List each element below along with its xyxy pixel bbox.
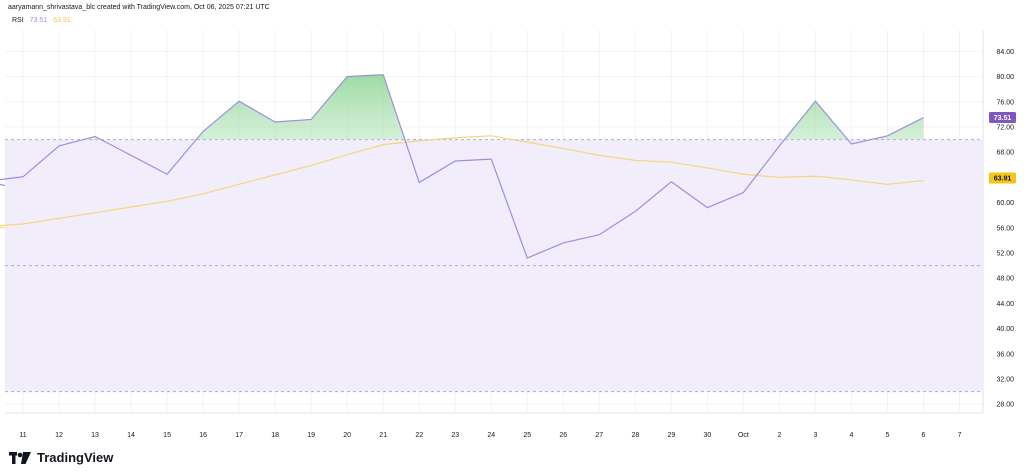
tradingview-logo-icon xyxy=(9,451,31,464)
x-tick-label: Oct xyxy=(738,432,749,439)
rsi-legend-value: 73.51 xyxy=(29,17,48,24)
x-tick-label: 3 xyxy=(813,432,817,439)
rsi-last-value-badge xyxy=(989,111,1016,123)
x-tick-label: 13 xyxy=(91,432,99,439)
x-tick-label: 23 xyxy=(451,432,459,439)
indicator-legend[interactable]: RSI 73.51 63.91 xyxy=(12,17,71,24)
x-tick-label: 29 xyxy=(667,432,675,439)
overbought-fill xyxy=(83,74,924,140)
y-tick-label: 52.00 xyxy=(996,250,1014,257)
y-tick-label: 76.00 xyxy=(996,99,1014,106)
chart-credit: aaryamann_shrivastava_blc created with T… xyxy=(8,4,270,11)
y-tick-label: 40.00 xyxy=(996,326,1014,333)
x-tick-label: 14 xyxy=(127,432,135,439)
ma-last-value-badge xyxy=(989,172,1016,184)
ma-last-value-badge-text: 63.91 xyxy=(994,175,1012,182)
y-tick-label: 56.00 xyxy=(996,225,1014,232)
x-tick-label: 19 xyxy=(307,432,315,439)
x-tick-label: 20 xyxy=(343,432,351,439)
y-tick-label: 84.00 xyxy=(996,49,1014,56)
x-tick-label: 21 xyxy=(379,432,387,439)
x-tick-label: 30 xyxy=(703,432,711,439)
x-tick-label: 12 xyxy=(55,432,63,439)
ma-line xyxy=(0,135,924,229)
y-tick-label: 68.00 xyxy=(996,150,1014,157)
x-tick-label: 17 xyxy=(235,432,243,439)
x-tick-label: 26 xyxy=(559,432,567,439)
x-tick-label: 28 xyxy=(631,432,639,439)
y-tick-label: 60.00 xyxy=(996,200,1014,207)
y-tick-label: 72.00 xyxy=(996,125,1014,132)
x-tick-label: 5 xyxy=(886,432,890,439)
y-tick-label: 36.00 xyxy=(996,351,1014,358)
x-tick-label: 2 xyxy=(777,432,781,439)
y-tick-label: 80.00 xyxy=(996,74,1014,81)
x-tick-label: 11 xyxy=(19,432,26,439)
brand[interactable]: TradingView xyxy=(9,450,113,465)
x-tick-label: 6 xyxy=(922,432,926,439)
x-tick-label: 22 xyxy=(415,432,423,439)
ma-legend-value: 63.91 xyxy=(53,17,71,24)
x-tick-label: 25 xyxy=(523,432,531,439)
rsi-line xyxy=(0,74,924,259)
rsi-last-value-badge-text: 73.51 xyxy=(994,115,1012,122)
y-tick-label: 44.00 xyxy=(996,301,1014,308)
x-tick-label: 24 xyxy=(487,432,495,439)
x-tick-label: 4 xyxy=(850,432,854,439)
indicator-name: RSI xyxy=(12,17,24,24)
x-tick-label: 18 xyxy=(271,432,279,439)
brand-name: TradingView xyxy=(37,450,114,465)
y-tick-label: 28.00 xyxy=(996,402,1014,409)
x-tick-label: 7 xyxy=(958,432,962,439)
y-tick-label: 48.00 xyxy=(996,276,1014,283)
x-tick-label: 15 xyxy=(163,432,171,439)
y-tick-label: 32.00 xyxy=(996,376,1014,383)
x-tick-label: 16 xyxy=(199,432,207,439)
x-tick-label: 27 xyxy=(595,432,603,439)
